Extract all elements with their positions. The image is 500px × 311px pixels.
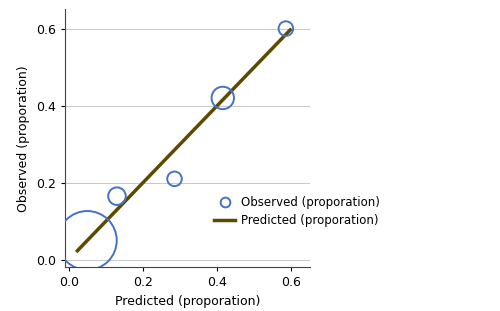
Point [282,26,290,31]
Legend: Observed (proporation), Predicted (proporation): Observed (proporation), Predicted (propo… [210,193,384,230]
Y-axis label: Observed (proporation): Observed (proporation) [18,65,30,212]
Point [170,176,178,181]
Point [113,194,121,199]
Point [219,95,227,100]
X-axis label: Predicted (proporation): Predicted (proporation) [115,295,260,308]
Point [84,238,92,243]
